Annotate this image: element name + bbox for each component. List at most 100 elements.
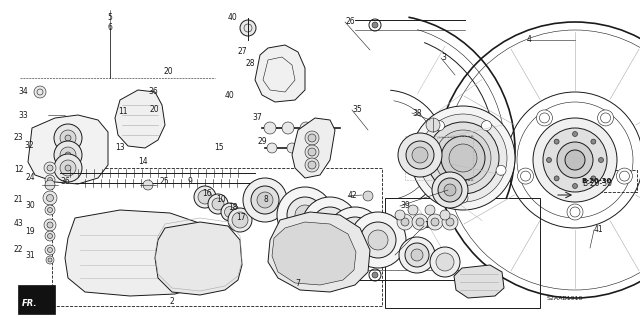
Circle shape — [251, 186, 279, 214]
Circle shape — [257, 192, 273, 208]
Text: 20: 20 — [163, 68, 173, 77]
Circle shape — [573, 183, 577, 189]
Polygon shape — [272, 222, 356, 285]
Circle shape — [45, 205, 55, 215]
Circle shape — [47, 248, 52, 253]
Polygon shape — [255, 45, 305, 102]
Circle shape — [406, 141, 434, 169]
Circle shape — [412, 147, 428, 163]
Circle shape — [533, 118, 617, 202]
Circle shape — [287, 143, 297, 153]
Circle shape — [350, 212, 406, 268]
Circle shape — [591, 139, 596, 144]
Circle shape — [60, 147, 76, 163]
Text: 41: 41 — [594, 226, 604, 234]
Circle shape — [435, 121, 445, 131]
Circle shape — [65, 152, 71, 158]
Circle shape — [554, 139, 559, 144]
Circle shape — [47, 177, 52, 182]
Circle shape — [427, 122, 499, 194]
Circle shape — [458, 193, 468, 203]
Circle shape — [320, 215, 340, 235]
Text: 4: 4 — [527, 35, 532, 44]
Text: 34: 34 — [18, 87, 28, 97]
Circle shape — [554, 176, 559, 181]
Circle shape — [308, 134, 316, 142]
Circle shape — [54, 154, 82, 182]
Text: 23: 23 — [14, 133, 24, 143]
Circle shape — [45, 175, 55, 185]
Text: 38: 38 — [412, 108, 422, 117]
Text: 17: 17 — [236, 213, 246, 222]
Circle shape — [312, 207, 348, 243]
Circle shape — [267, 143, 277, 153]
Circle shape — [228, 208, 252, 232]
Circle shape — [208, 194, 228, 214]
Circle shape — [277, 187, 333, 243]
Text: 21: 21 — [14, 195, 24, 204]
Text: 8: 8 — [264, 195, 269, 204]
Text: 43: 43 — [14, 219, 24, 228]
Text: 33: 33 — [18, 112, 28, 121]
Text: 9: 9 — [188, 176, 193, 186]
Text: S2AAB1910: S2AAB1910 — [547, 295, 584, 300]
Text: 14: 14 — [138, 158, 148, 167]
Text: FR.: FR. — [22, 299, 38, 308]
Circle shape — [54, 124, 82, 152]
Polygon shape — [18, 285, 55, 314]
Circle shape — [446, 218, 454, 226]
Circle shape — [44, 219, 56, 231]
Circle shape — [567, 204, 583, 220]
Circle shape — [518, 168, 534, 184]
Circle shape — [300, 122, 312, 134]
Circle shape — [47, 195, 54, 202]
Circle shape — [44, 162, 56, 174]
Circle shape — [143, 180, 153, 190]
Text: B-20-30: B-20-30 — [581, 178, 611, 184]
Circle shape — [440, 210, 450, 220]
Bar — [52, 168, 382, 306]
Circle shape — [442, 214, 458, 230]
Text: 22: 22 — [14, 244, 24, 254]
Circle shape — [34, 86, 46, 98]
Text: 25: 25 — [160, 176, 170, 186]
Polygon shape — [155, 222, 242, 295]
Circle shape — [411, 249, 423, 261]
Text: 35: 35 — [352, 106, 362, 115]
Circle shape — [449, 144, 477, 172]
Circle shape — [395, 210, 405, 220]
Text: 15: 15 — [214, 144, 223, 152]
Circle shape — [48, 258, 52, 262]
Circle shape — [432, 172, 468, 208]
Circle shape — [368, 230, 388, 250]
Polygon shape — [268, 212, 370, 292]
Circle shape — [327, 207, 383, 263]
Circle shape — [425, 205, 435, 215]
Circle shape — [60, 130, 76, 146]
Text: 5: 5 — [108, 13, 113, 23]
Circle shape — [194, 186, 216, 208]
Circle shape — [416, 218, 424, 226]
Text: 3: 3 — [441, 54, 446, 63]
Text: 10: 10 — [216, 196, 226, 204]
Circle shape — [221, 203, 239, 221]
Circle shape — [345, 225, 365, 245]
Text: 18: 18 — [228, 204, 237, 212]
Text: 26: 26 — [345, 18, 355, 26]
Circle shape — [616, 168, 632, 184]
Circle shape — [481, 121, 492, 131]
Text: 16: 16 — [202, 189, 212, 198]
Polygon shape — [115, 90, 165, 148]
Circle shape — [405, 243, 429, 267]
Circle shape — [264, 122, 276, 134]
Circle shape — [441, 136, 485, 180]
Circle shape — [543, 128, 607, 192]
Circle shape — [212, 198, 224, 210]
Text: 19: 19 — [25, 226, 35, 235]
Circle shape — [426, 118, 440, 132]
Circle shape — [302, 197, 358, 253]
Circle shape — [232, 212, 248, 228]
Circle shape — [430, 247, 460, 277]
Circle shape — [398, 133, 442, 177]
Circle shape — [287, 197, 323, 233]
